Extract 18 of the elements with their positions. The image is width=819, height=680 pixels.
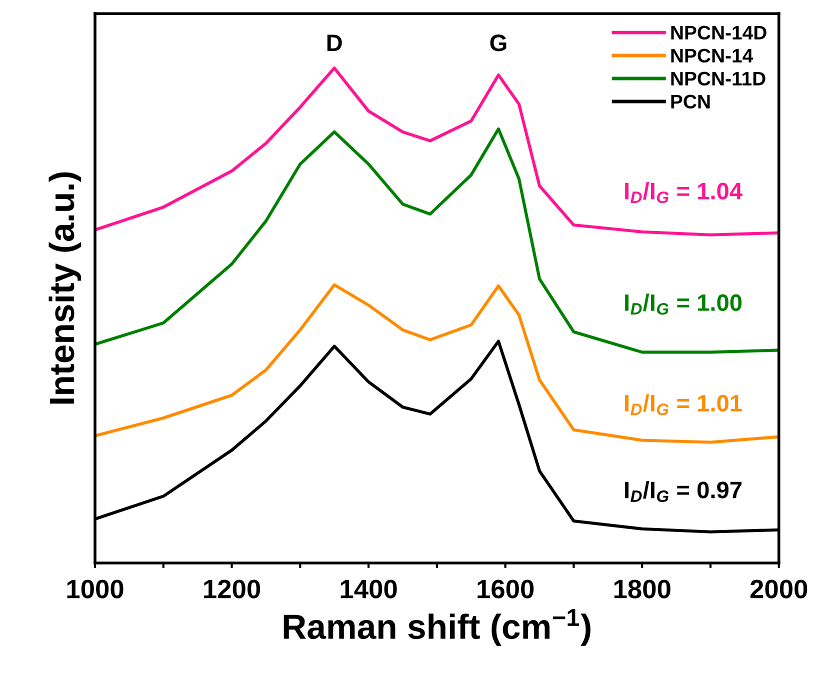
legend-label: NPCN-14 <box>671 48 754 63</box>
y-axis-title: Intensity (a.u.) <box>48 172 82 404</box>
legend-label: NPCN-11D <box>671 72 766 86</box>
text: G <box>490 34 506 52</box>
x-axis-title: Raman shift (cm$^{−1}$) <box>284 609 590 646</box>
x-tick-label: 1200 <box>204 580 260 598</box>
x-tick-label: 1400 <box>340 580 397 598</box>
annotation: I$_{D}$/I$_{G}$ = 1.00 <box>625 294 742 315</box>
x-tick-label: 1600 <box>478 580 534 598</box>
legend-label: NPCN-14D <box>671 26 766 40</box>
annotation: I$_{D}$/I$_{G}$ = 0.97 <box>625 481 742 502</box>
x-tick-label: 2000 <box>750 580 808 598</box>
text: D <box>327 34 342 52</box>
x-tick-label: 1800 <box>614 580 670 598</box>
x-tick-label: 1000 <box>67 580 124 598</box>
legend-label: PCN <box>671 94 710 109</box>
annotation: I$_{D}$/I$_{G}$ = 1.04 <box>625 182 742 204</box>
annotation: I$_{D}$/I$_{G}$ = 1.01 <box>625 394 742 416</box>
